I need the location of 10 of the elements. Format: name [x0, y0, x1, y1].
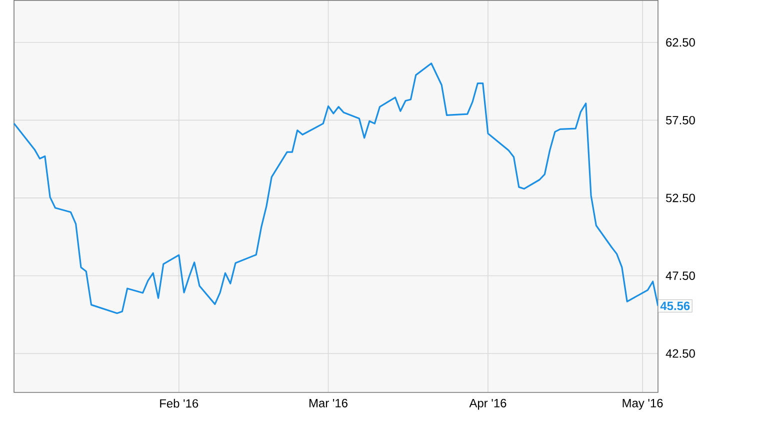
x-tick-label: Mar '16 [310, 398, 348, 408]
y-tick-label: 42.50 [666, 349, 695, 358]
y-tick-label: 52.50 [666, 194, 695, 202]
annotation: 45.56 [660, 301, 690, 310]
x-tick-label: Feb '16 [160, 398, 198, 408]
x-tick-label: May '16 [622, 398, 663, 410]
y-tick-label: 47.50 [666, 271, 695, 280]
x-tick-label: Apr '16 [469, 398, 506, 410]
y-tick-label: 57.50 [666, 116, 695, 124]
y-tick-label: 62.50 [666, 38, 695, 46]
